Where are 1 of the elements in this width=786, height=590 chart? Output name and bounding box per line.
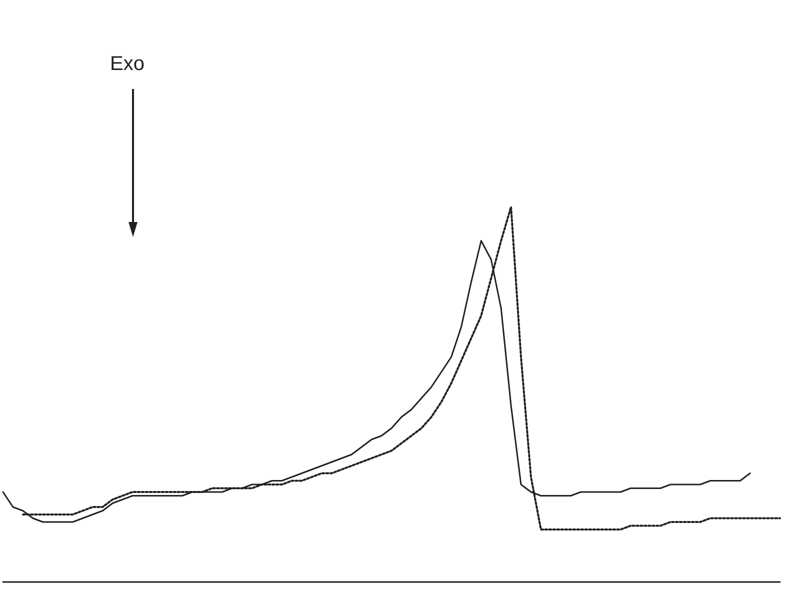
text: Exo: [110, 53, 144, 76]
